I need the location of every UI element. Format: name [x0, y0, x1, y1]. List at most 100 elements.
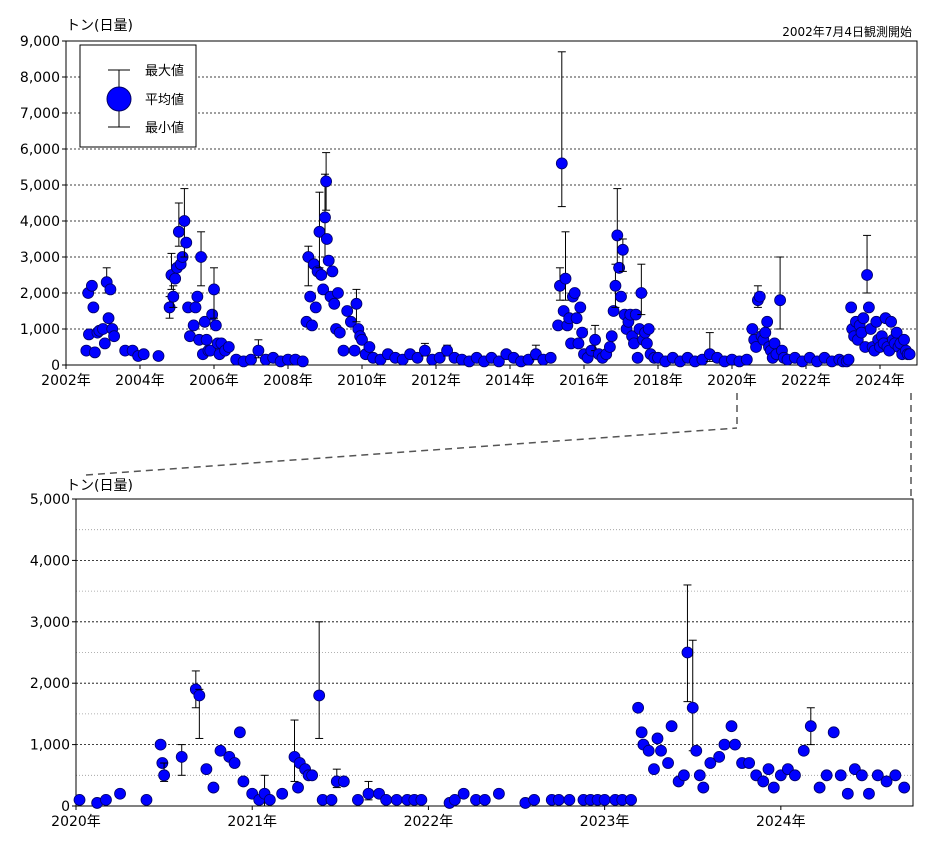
data-point: [348, 344, 361, 357]
data-point: [572, 337, 585, 350]
x-tick-label: 2020年: [707, 373, 757, 389]
data-point: [114, 787, 126, 800]
data-point: [493, 787, 505, 800]
data-point: [193, 689, 206, 702]
data-point: [88, 346, 101, 359]
data-point: [320, 233, 333, 245]
data-point: [189, 301, 202, 314]
data-point: [898, 333, 910, 346]
data-point: [207, 781, 220, 794]
data-point: [154, 738, 167, 751]
y-tick-label: 4,000: [20, 214, 60, 230]
y-tick-label: 6,000: [20, 142, 60, 158]
data-point: [568, 287, 581, 299]
chart-legend: 最大値 平均値 最小値: [79, 44, 197, 148]
data-point: [100, 793, 112, 806]
data-point: [820, 769, 833, 782]
data-point: [418, 344, 431, 357]
data-point: [306, 769, 319, 782]
data-point: [313, 689, 326, 702]
x-tick-label: 2014年: [485, 373, 535, 389]
data-point: [648, 763, 660, 776]
data-point: [137, 348, 150, 361]
plot-frame: [65, 40, 918, 366]
data-point: [704, 757, 717, 769]
data-point: [743, 757, 756, 769]
data-point: [333, 326, 346, 339]
data-point: [576, 326, 589, 339]
y-tick-label: 2,000: [30, 676, 70, 692]
x-tick-label: 2004年: [115, 373, 165, 389]
data-point: [222, 341, 235, 353]
data-point: [178, 215, 191, 227]
data-point: [380, 793, 393, 806]
data-point: [108, 330, 120, 343]
data-point: [598, 793, 611, 806]
data-point: [767, 781, 780, 794]
data-point: [363, 341, 376, 353]
x-tick-label: 2024年: [855, 373, 905, 389]
data-point: [98, 337, 111, 350]
data-point: [315, 269, 328, 281]
data-point: [615, 290, 627, 303]
data-point: [729, 738, 741, 751]
data-point: [761, 315, 774, 328]
data-point: [306, 319, 318, 332]
data-point: [102, 312, 115, 325]
data-point: [319, 211, 331, 224]
data-point: [651, 732, 664, 745]
data-point: [415, 793, 428, 806]
data-point: [718, 738, 731, 751]
data-point: [605, 330, 618, 343]
data-point: [757, 775, 770, 788]
data-point: [252, 344, 265, 357]
y-tick-label: 3,000: [20, 250, 60, 266]
x-tick-label: 2018年: [633, 373, 683, 389]
x-tick-label: 2022年: [781, 373, 831, 389]
data-point: [325, 793, 338, 806]
data-point: [616, 243, 629, 256]
data-point: [200, 763, 213, 776]
data-point: [552, 793, 565, 806]
data-point: [191, 290, 204, 303]
x-tick-label: 2016年: [559, 373, 609, 389]
y-tick-label: 0: [51, 358, 60, 374]
top-chart-y-unit: トン(日量): [66, 18, 133, 34]
data-point: [478, 793, 491, 806]
y-tick-label: 9,000: [20, 34, 60, 50]
observation-start-note: 2002年7月4日観測開始: [782, 25, 912, 39]
y-tick-label: 1,000: [30, 738, 70, 754]
data-point: [861, 269, 873, 281]
data-point: [528, 793, 541, 806]
data-point: [889, 769, 902, 782]
data-point: [797, 744, 810, 757]
data-point: [233, 726, 246, 739]
data-point: [337, 344, 350, 357]
data-point: [200, 333, 213, 346]
data-point: [555, 157, 568, 170]
data-point: [390, 793, 403, 806]
data-point: [263, 793, 276, 806]
data-point: [208, 283, 220, 296]
data-point: [762, 763, 775, 776]
data-point: [158, 769, 171, 782]
data-point: [697, 781, 710, 794]
data-point: [609, 279, 622, 292]
data-point: [686, 701, 699, 714]
data-point: [180, 236, 193, 249]
data-point: [804, 720, 817, 733]
data-point: [746, 323, 759, 335]
legend-mean-dot: [106, 86, 132, 112]
data-point: [903, 348, 916, 361]
x-tick-label: 2012年: [411, 373, 461, 389]
data-point: [813, 781, 826, 794]
x-tick-label: 2023年: [580, 814, 630, 830]
data-point: [559, 272, 572, 285]
data-point: [304, 290, 317, 303]
data-point: [827, 726, 840, 739]
data-point: [317, 283, 330, 296]
data-point: [195, 251, 207, 263]
data-point: [337, 775, 350, 788]
plot-frame: [75, 498, 914, 807]
